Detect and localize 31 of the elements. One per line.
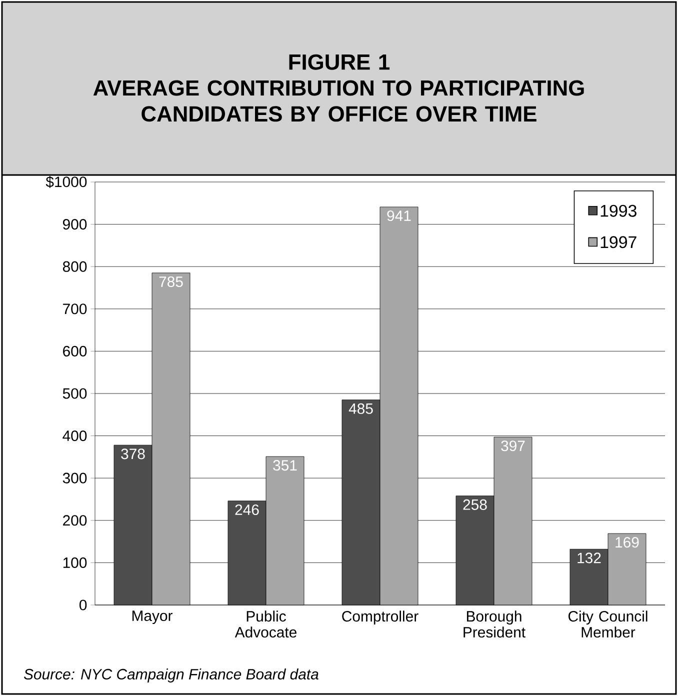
y-tick-label: 500 — [62, 388, 87, 399]
data-label: 169 — [616, 537, 639, 548]
data-label: 941 — [387, 210, 411, 222]
x-tick-label: Public Advocate — [234, 610, 296, 638]
y-tick-label: 900 — [63, 219, 87, 230]
chart-title: FIGURE 1 — [289, 54, 390, 70]
y-tick-label: 300 — [62, 472, 87, 484]
data-label: 785 — [159, 276, 183, 288]
y-tick-label: $1000 — [46, 176, 87, 188]
legend-label: 1997 — [600, 236, 636, 248]
x-tick-label: City Council Member — [568, 610, 648, 638]
y-tick-label: 600 — [63, 346, 87, 356]
data-label: 397 — [501, 440, 525, 452]
data-label: 132 — [578, 552, 601, 564]
y-tick-label: 400 — [62, 430, 87, 442]
source-note: Source: NYC Campaign Finance Board data — [24, 668, 318, 682]
x-tick-label: Borough President — [464, 610, 526, 638]
data-label: 258 — [463, 499, 487, 510]
x-tick-label: Comptroller — [342, 610, 418, 625]
data-label: 485 — [348, 403, 373, 414]
y-tick-label: 200 — [63, 515, 87, 526]
y-tick-label: 100 — [63, 557, 87, 568]
data-label: 246 — [235, 504, 259, 516]
data-label: 378 — [121, 448, 145, 460]
chart-subtitle: AVERAGE CONTRIBUTION TO PARTICIPATING CANDIDATES BY OFFICE OVER TIME — [93, 80, 584, 122]
legend-label: 1993 — [600, 204, 636, 217]
x-tick-label: Mayor — [132, 610, 172, 624]
y-tick-label: 700 — [63, 304, 87, 314]
data-label: 351 — [273, 460, 297, 471]
y-tick-label: 800 — [62, 261, 87, 272]
y-tick-label: 0 — [79, 600, 87, 610]
